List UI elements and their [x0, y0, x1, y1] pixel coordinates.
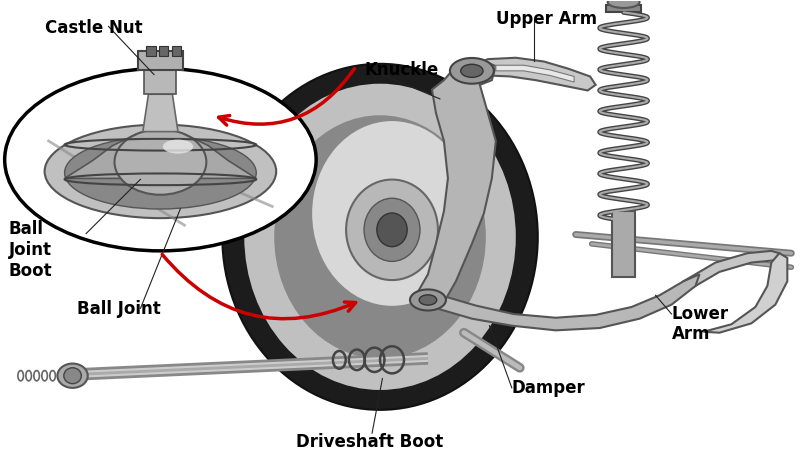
- Ellipse shape: [410, 289, 446, 310]
- Ellipse shape: [419, 295, 437, 305]
- Ellipse shape: [222, 64, 538, 410]
- Text: Lower
Arm: Lower Arm: [671, 305, 729, 343]
- Ellipse shape: [114, 129, 206, 195]
- Polygon shape: [416, 59, 496, 310]
- Circle shape: [5, 68, 316, 251]
- Ellipse shape: [274, 115, 486, 358]
- Polygon shape: [683, 251, 779, 290]
- Polygon shape: [496, 65, 574, 82]
- Ellipse shape: [377, 213, 407, 247]
- Bar: [138, 51, 182, 70]
- Ellipse shape: [64, 368, 82, 384]
- Polygon shape: [472, 58, 596, 91]
- Text: Driveshaft Boot: Driveshaft Boot: [296, 433, 443, 451]
- Text: Upper Arm: Upper Arm: [496, 10, 597, 28]
- Ellipse shape: [364, 198, 420, 261]
- Bar: [145, 70, 176, 94]
- Text: Knuckle: Knuckle: [364, 61, 438, 79]
- Ellipse shape: [65, 136, 256, 209]
- Bar: [171, 45, 181, 56]
- Bar: [146, 45, 156, 56]
- Ellipse shape: [346, 180, 438, 280]
- Text: Damper: Damper: [512, 379, 586, 397]
- Ellipse shape: [58, 363, 88, 388]
- Text: Castle Nut: Castle Nut: [45, 19, 142, 38]
- Ellipse shape: [163, 140, 193, 154]
- Ellipse shape: [450, 58, 494, 83]
- Bar: [606, 5, 641, 12]
- Text: Ball Joint: Ball Joint: [77, 300, 160, 318]
- Polygon shape: [143, 94, 178, 132]
- Bar: [613, 211, 634, 277]
- Polygon shape: [703, 253, 787, 333]
- Polygon shape: [428, 274, 699, 330]
- Ellipse shape: [45, 125, 276, 218]
- Ellipse shape: [608, 0, 639, 8]
- Ellipse shape: [461, 64, 483, 77]
- Bar: [159, 45, 169, 56]
- Text: Ball
Joint
Boot: Ball Joint Boot: [9, 220, 52, 280]
- Polygon shape: [65, 134, 256, 178]
- Ellipse shape: [244, 83, 516, 390]
- Ellipse shape: [312, 121, 472, 306]
